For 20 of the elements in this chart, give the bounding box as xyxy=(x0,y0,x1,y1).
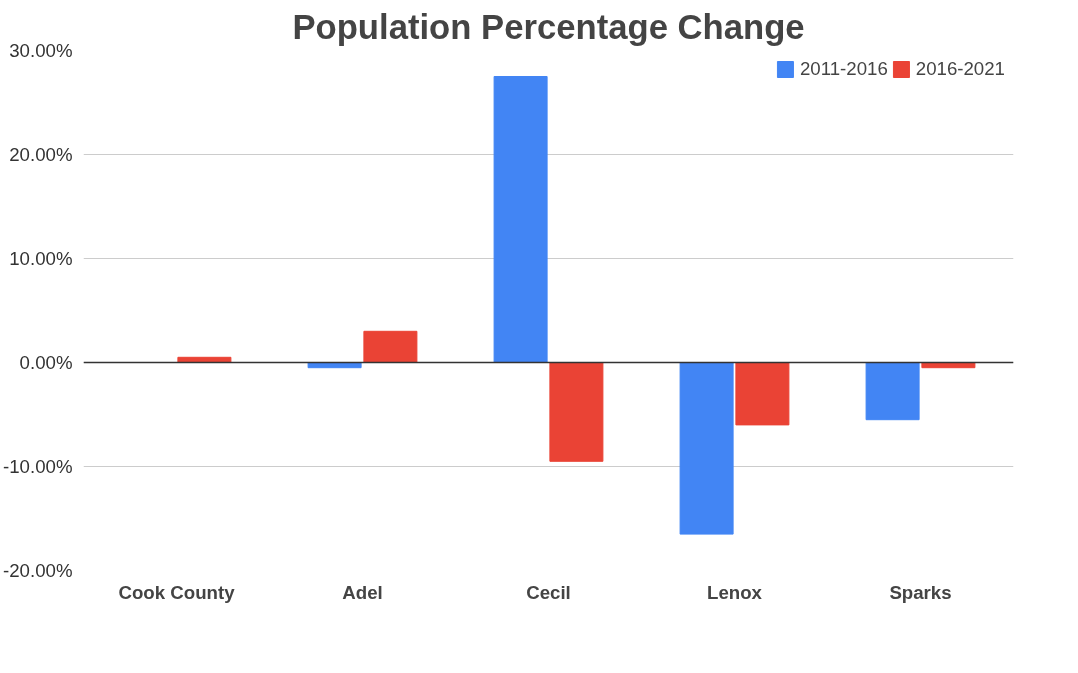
bar xyxy=(735,362,790,426)
x-tick-label: Cecil xyxy=(526,581,571,603)
x-tick-label: Lenox xyxy=(707,581,763,603)
bar xyxy=(549,362,604,462)
y-tick-label: -20.00% xyxy=(3,560,73,581)
x-tick-label: Sparks xyxy=(889,581,952,603)
bar xyxy=(363,330,418,363)
x-tick-label: Cook County xyxy=(118,581,236,603)
y-tick-label: 20.00% xyxy=(9,144,73,165)
bar xyxy=(493,76,548,363)
bar xyxy=(865,362,920,421)
legend-label: 2016-2021 xyxy=(915,58,1005,80)
y-tick-label: -10.00% xyxy=(3,456,73,477)
legend-label: 2011-2016 xyxy=(799,58,888,80)
y-tick-label: 30.00% xyxy=(9,40,73,61)
y-tick-label: 10.00% xyxy=(9,248,73,269)
bar xyxy=(679,362,734,535)
x-tick-label: Adel xyxy=(342,581,383,603)
chart-title: Population Percentage Change xyxy=(292,7,805,46)
y-tick-label: 0.00% xyxy=(19,352,73,373)
